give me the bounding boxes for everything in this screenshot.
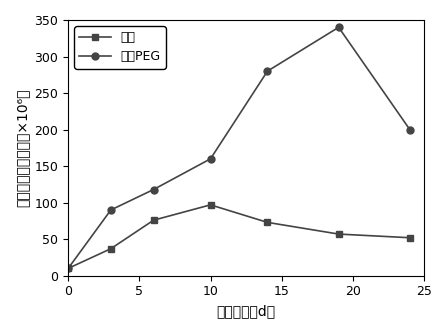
添加PEG <box>208 157 213 161</box>
对照 <box>65 266 71 270</box>
对照 <box>108 247 114 251</box>
添加PEG <box>407 128 413 132</box>
添加PEG <box>265 69 270 73</box>
Legend: 对照, 添加PEG: 对照, 添加PEG <box>74 26 166 69</box>
添加PEG <box>65 266 71 270</box>
对照 <box>208 203 213 207</box>
对照 <box>151 218 156 222</box>
Line: 对照: 对照 <box>65 201 413 272</box>
对照 <box>265 220 270 224</box>
添加PEG <box>108 208 114 212</box>
对照 <box>336 232 342 236</box>
添加PEG <box>151 187 156 191</box>
添加PEG <box>336 25 342 29</box>
Line: 添加PEG: 添加PEG <box>65 24 413 272</box>
Y-axis label: 浸出液中细菌浓度（×10⁶）: 浸出液中细菌浓度（×10⁶） <box>15 89 29 207</box>
对照 <box>407 236 413 240</box>
X-axis label: 浸出时间（d）: 浸出时间（d） <box>216 304 276 318</box>
